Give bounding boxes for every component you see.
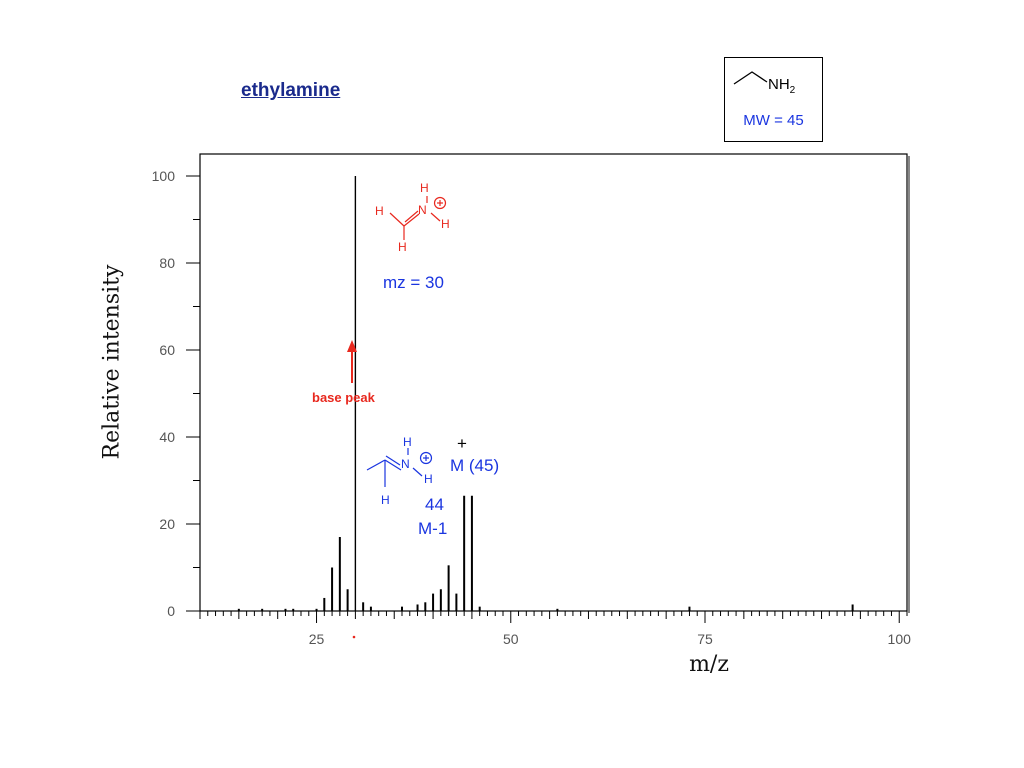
svg-text:N: N	[401, 457, 410, 471]
svg-text:H: H	[424, 472, 433, 486]
fragment-44-structure-icon	[366, 448, 433, 487]
fragment-44-label: M-1	[418, 519, 448, 538]
y-tick-label: 100	[152, 168, 176, 184]
base-peak-arrow-head	[347, 340, 357, 352]
svg-text:H: H	[381, 493, 390, 507]
x-axis-label: m/z	[689, 652, 729, 677]
x-tick-label: 100	[888, 631, 912, 647]
svg-text:N: N	[418, 203, 427, 217]
fragment-30-structure-icon	[389, 196, 447, 240]
y-tick-label: 80	[159, 255, 175, 271]
svg-text:H: H	[441, 217, 450, 231]
y-tick-label: 20	[159, 516, 175, 532]
structure-box: NH2 MW = 45	[724, 57, 823, 142]
structure-nh2-label: NH2	[768, 76, 796, 96]
plot-frame	[199, 153, 908, 612]
svg-text:H: H	[375, 204, 384, 218]
svg-text:H: H	[403, 435, 412, 449]
fragment-44-mass-label: 44	[425, 495, 444, 514]
x-tick-label: 75	[697, 631, 713, 647]
fragment-30-mz-label: mz = 30	[383, 273, 444, 292]
axis-dot-marker	[352, 635, 356, 639]
molecular-weight: MW = 45	[743, 112, 804, 129]
molecular-ion-charge: +	[457, 434, 467, 453]
y-tick-label: 0	[167, 603, 175, 619]
svg-text:H: H	[398, 240, 407, 254]
x-tick-label: 25	[309, 631, 325, 647]
y-tick-label: 60	[159, 342, 175, 358]
x-tick-label: 50	[503, 631, 519, 647]
svg-text:H: H	[420, 181, 429, 195]
y-tick-label: 40	[159, 429, 175, 445]
ethylamine-skeleton-icon	[733, 71, 768, 85]
chart-title: ethylamine	[241, 80, 341, 101]
base-peak-label: base peak	[312, 390, 375, 405]
molecular-ion-label: M (45)	[450, 456, 500, 475]
